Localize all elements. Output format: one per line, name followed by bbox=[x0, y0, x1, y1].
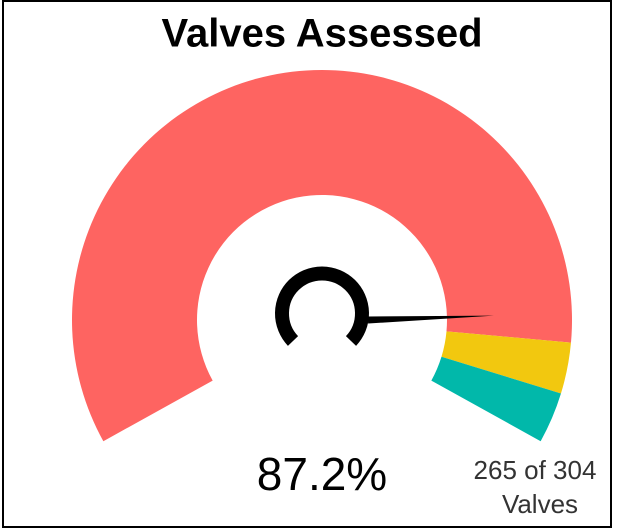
chart-title: Valves Assessed bbox=[162, 12, 483, 56]
value-label: 87.2% bbox=[257, 448, 387, 500]
hub bbox=[275, 266, 369, 346]
gauge-band bbox=[441, 331, 571, 394]
caption: Valves bbox=[502, 489, 578, 519]
caption: 265 of 304 bbox=[474, 455, 597, 485]
needle bbox=[367, 315, 494, 324]
gauge-band bbox=[71, 69, 572, 442]
gauge-band bbox=[431, 356, 561, 442]
